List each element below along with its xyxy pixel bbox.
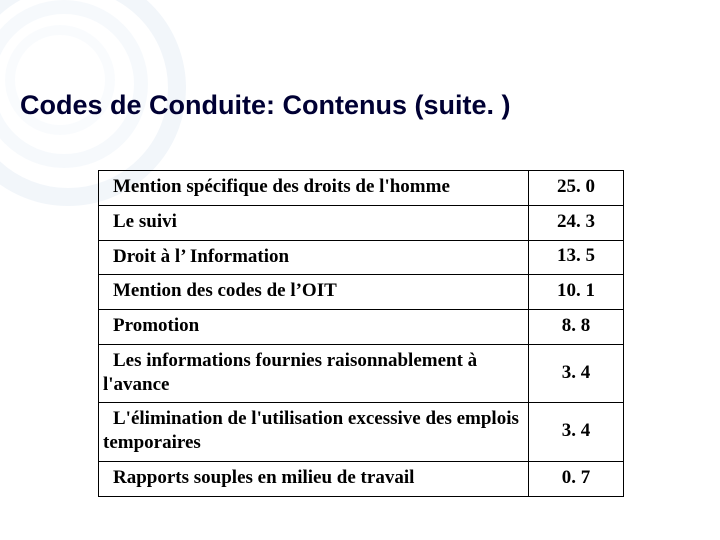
row-value: 3. 4	[529, 403, 624, 462]
row-value: 0. 7	[529, 461, 624, 496]
table-row: L'élimination de l'utilisation excessive…	[99, 403, 624, 462]
table-row: Droit à l’ Information 13. 5	[99, 240, 624, 275]
row-value: 13. 5	[529, 240, 624, 275]
row-label: Les informations fournies raisonnablemen…	[99, 344, 529, 403]
row-value: 8. 8	[529, 310, 624, 345]
row-value: 24. 3	[529, 205, 624, 240]
row-label: Promotion	[99, 310, 529, 345]
table-row: Mention des codes de l’OIT 10. 1	[99, 275, 624, 310]
row-label: Mention spécifique des droits de l'homme	[99, 171, 529, 206]
table-row: Les informations fournies raisonnablemen…	[99, 344, 624, 403]
row-label: Rapports souples en milieu de travail	[99, 461, 529, 496]
content-table: Mention spécifique des droits de l'homme…	[98, 170, 623, 497]
table-row: Mention spécifique des droits de l'homme…	[99, 171, 624, 206]
table-row: Le suivi 24. 3	[99, 205, 624, 240]
row-value: 25. 0	[529, 171, 624, 206]
row-label: Mention des codes de l’OIT	[99, 275, 529, 310]
row-value: 3. 4	[529, 344, 624, 403]
table-row: Rapports souples en milieu de travail 0.…	[99, 461, 624, 496]
table-row: Promotion 8. 8	[99, 310, 624, 345]
row-label: L'élimination de l'utilisation excessive…	[99, 403, 529, 462]
row-value: 10. 1	[529, 275, 624, 310]
page-title: Codes de Conduite: Contenus (suite. )	[20, 90, 511, 121]
row-label: Droit à l’ Information	[99, 240, 529, 275]
row-label: Le suivi	[99, 205, 529, 240]
